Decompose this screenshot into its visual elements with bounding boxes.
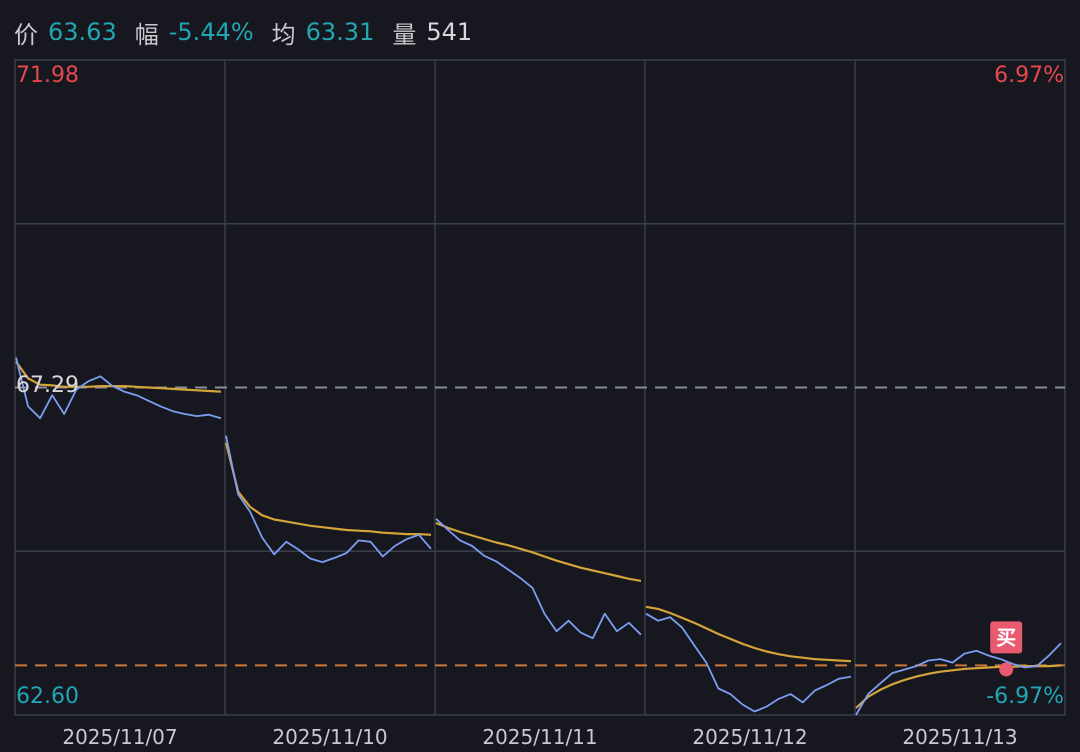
buy-marker[interactable]: 买 <box>990 621 1023 677</box>
avg-line-day-3 <box>435 521 642 582</box>
x-tick-label: 2025/11/11 <box>482 725 597 749</box>
buy-point <box>999 662 1014 677</box>
avg-series <box>15 361 1062 709</box>
price-line-day-4 <box>645 612 852 713</box>
avg-line-day-2 <box>224 442 432 536</box>
y-pct-bottom: -6.97% <box>986 684 1064 709</box>
price-series <box>15 357 1062 716</box>
avg-value: 63.31 <box>305 18 375 46</box>
volume-label: 量 <box>392 20 417 49</box>
buy-badge-label: 买 <box>996 625 1016 649</box>
price-value: 63.63 <box>48 18 117 46</box>
y-tick-middle: 67.29 <box>16 373 79 398</box>
price-line-day-2 <box>225 435 432 563</box>
price-line-day-5 <box>855 642 1062 716</box>
buy-badge[interactable] <box>990 621 1023 654</box>
y-tick-bottom: 62.60 <box>16 684 79 709</box>
range-label: 幅 <box>134 20 159 49</box>
avg-line-day-4 <box>645 605 852 663</box>
avg-label: 均 <box>271 20 296 49</box>
price-line-day-3 <box>435 518 642 640</box>
volume-value: 541 <box>426 18 473 46</box>
x-axis-labels: 2025/11/07 2025/11/10 2025/11/11 2025/11/12… <box>62 725 1017 749</box>
avg-line-day-1 <box>15 361 222 393</box>
quote-header: 价 63.63 幅 -5.44% 均 63.31 量 541 <box>14 14 472 50</box>
x-tick-label: 2025/11/10 <box>272 725 387 749</box>
x-tick-label: 2025/11/07 <box>62 725 177 749</box>
y-pct-top: 6.97% <box>994 63 1064 88</box>
range-value: -5.44% <box>168 18 254 46</box>
y-tick-top: 71.98 <box>16 63 79 88</box>
price-label: 价 <box>14 20 38 49</box>
avg-line-day-5 <box>855 664 1062 709</box>
price-line-day-1 <box>15 357 222 420</box>
x-tick-label: 2025/11/13 <box>902 725 1017 749</box>
x-tick-label: 2025/11/12 <box>692 725 807 749</box>
